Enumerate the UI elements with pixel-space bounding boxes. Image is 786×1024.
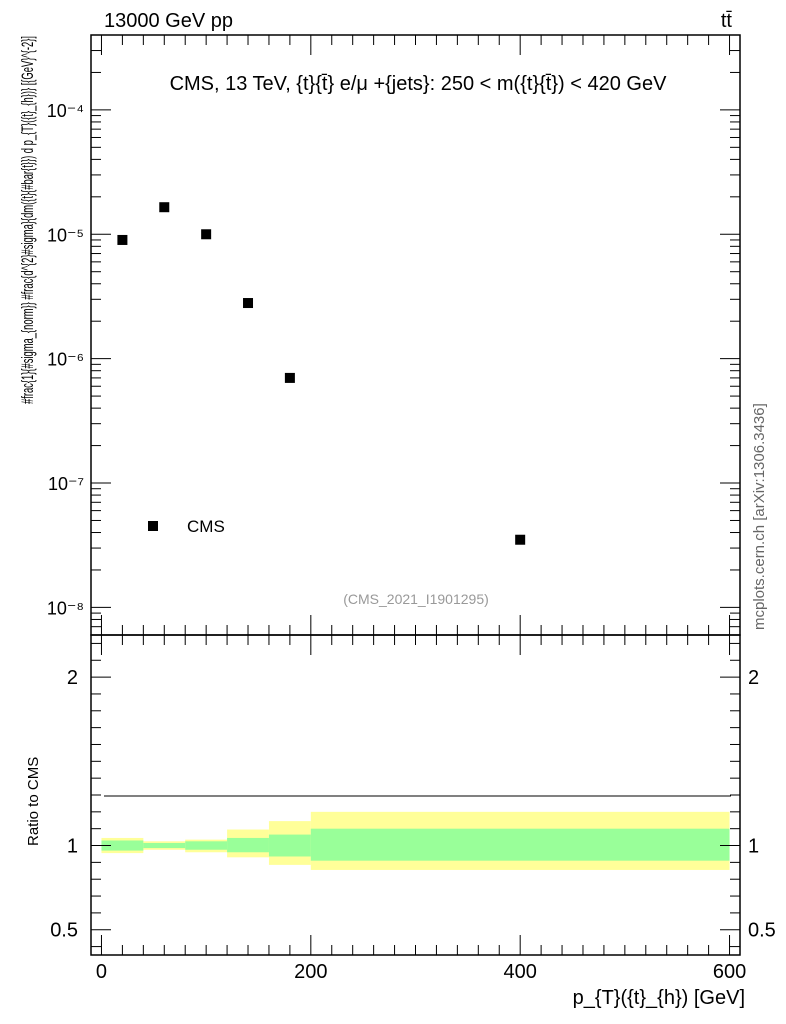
data-point bbox=[201, 229, 212, 240]
main-y-tick-labels: 10⁻⁸ 10⁻⁷ 10⁻⁶ 10⁻⁵ 10⁻⁴ bbox=[47, 101, 84, 619]
main-ticks bbox=[91, 34, 740, 636]
ratio-y-tick-label-right: 0.5 bbox=[748, 920, 776, 942]
header-left: 13000 GeV pp bbox=[104, 10, 233, 32]
x-axis-label: p_{T}({t}_{h}) [GeV] bbox=[573, 987, 745, 1009]
ratio-y-tick-label-left: 1 bbox=[67, 836, 78, 858]
ratio-y-tick-labels: 0.5 0.5 1 1 2 2 bbox=[50, 667, 776, 942]
legend-marker bbox=[148, 521, 158, 531]
ratio-y-tick-label-right: 2 bbox=[748, 667, 759, 689]
data-point bbox=[284, 372, 295, 383]
main-y-axis-label: #frac{1}{#sigma_{norm}} #frac{d^{2}#sigm… bbox=[18, 36, 37, 404]
main-y-tick-label: 10⁻⁵ bbox=[47, 225, 84, 245]
x-tick-label: 400 bbox=[503, 961, 536, 983]
main-title: CMS, 13 TeV, {t}{t̄} e/μ +{jets}: 250 < … bbox=[170, 73, 668, 95]
data-point bbox=[117, 234, 128, 245]
ratio-frame bbox=[90, 634, 741, 956]
data-point bbox=[159, 202, 170, 213]
ratio-y-tick-label-left: 2 bbox=[67, 667, 78, 689]
main-y-tick-label: 10⁻⁷ bbox=[48, 474, 84, 494]
ratio-panel: 0.5 0.5 1 1 2 2 0 200 400 600 Ratio to CMS p_{T}… bbox=[25, 634, 776, 1009]
ratio-y-tick-label-right: 1 bbox=[748, 836, 759, 858]
main-y-tick-label: 10⁻⁴ bbox=[47, 101, 84, 121]
legend: CMS bbox=[148, 517, 225, 536]
ratio-y-tick-label-left: 0.5 bbox=[50, 920, 78, 942]
x-tick-label: 600 bbox=[713, 961, 746, 983]
main-y-tick-label: 10⁻⁸ bbox=[47, 598, 84, 618]
ratio-ticks bbox=[91, 635, 740, 955]
stat-uncertainty-band bbox=[185, 841, 228, 850]
main-panel: 10⁻⁸ 10⁻⁷ 10⁻⁶ 10⁻⁵ 10⁻⁴ CMS, 13 TeV, {t}{t̄… bbox=[18, 34, 741, 636]
header-right: tt̄ bbox=[721, 10, 733, 32]
ratio-bands bbox=[101, 811, 730, 870]
data-point bbox=[515, 534, 526, 545]
x-tick-label: 200 bbox=[294, 961, 327, 983]
x-tick-label: 0 bbox=[96, 961, 107, 983]
ratio-y-axis-label: Ratio to CMS bbox=[25, 757, 42, 846]
legend-entry-cms: CMS bbox=[187, 517, 225, 536]
stat-uncertainty-band bbox=[310, 828, 730, 861]
stat-uncertainty-band bbox=[268, 834, 311, 857]
data-point bbox=[243, 298, 254, 309]
main-frame bbox=[90, 34, 741, 636]
main-y-tick-label: 10⁻⁶ bbox=[47, 350, 84, 370]
data-points bbox=[117, 202, 526, 545]
stat-uncertainty-band bbox=[143, 843, 186, 849]
stat-uncertainty-band bbox=[227, 837, 269, 853]
analysis-label: (CMS_2021_I1901295) bbox=[343, 591, 489, 607]
watermark: mcplots.cern.ch [arXiv:1306.3436] bbox=[751, 403, 768, 630]
stat-uncertainty-band bbox=[101, 840, 144, 851]
x-tick-labels: 0 200 400 600 bbox=[96, 961, 746, 983]
